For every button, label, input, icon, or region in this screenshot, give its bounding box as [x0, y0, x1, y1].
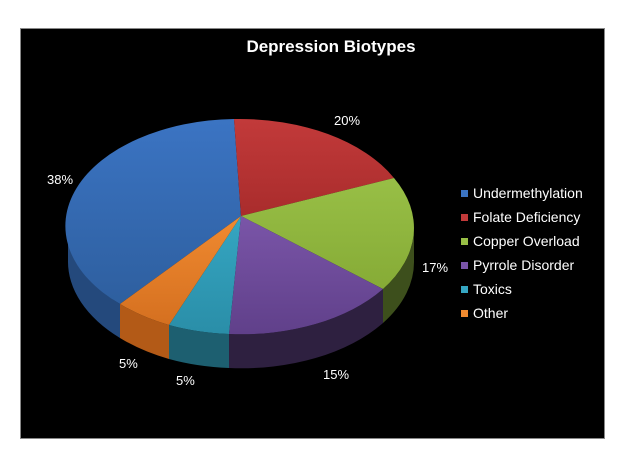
legend-item-undermethylation: Undermethylation: [461, 181, 583, 205]
legend-swatch-icon: [461, 309, 468, 317]
legend-item-other: Other: [461, 301, 583, 325]
slice-other[interactable]: [120, 216, 241, 325]
legend-swatch-icon: [461, 237, 468, 245]
slice-copper-overload[interactable]: [241, 178, 414, 289]
pie-slices: [65, 118, 414, 335]
label-copper-overload: 17%: [422, 260, 449, 275]
legend-item-pyrrole-disorder: Pyrrole Disorder: [461, 253, 583, 277]
pie-chart: [65, 118, 415, 369]
legend-item-folate-deficiency: Folate Deficiency: [461, 205, 583, 229]
legend-swatch-icon: [461, 189, 468, 197]
label-undermethylation: 38%: [47, 172, 74, 187]
chart-title: Depression Biotypes: [246, 37, 416, 56]
legend: Undermethylation Folate Deficiency Coppe…: [461, 181, 583, 325]
legend-swatch-icon: [461, 285, 468, 293]
chart-area: Depression Biotypes: [20, 28, 605, 439]
slice-folate-deficiency[interactable]: [234, 118, 394, 216]
label-toxics: 5%: [176, 373, 195, 388]
label-pyrrole-disorder: 15%: [323, 367, 350, 382]
slice-pyrrole-disorder[interactable]: [229, 216, 383, 335]
label-folate-deficiency: 20%: [334, 113, 361, 128]
legend-item-copper-overload: Copper Overload: [461, 229, 583, 253]
label-other: 5%: [119, 356, 138, 371]
pie-side-walls: [67, 226, 415, 369]
legend-item-toxics: Toxics: [461, 277, 583, 301]
slice-toxics[interactable]: [169, 216, 241, 334]
slice-undermethylation[interactable]: [65, 119, 241, 304]
legend-swatch-icon: [461, 213, 468, 221]
legend-swatch-icon: [461, 261, 468, 269]
